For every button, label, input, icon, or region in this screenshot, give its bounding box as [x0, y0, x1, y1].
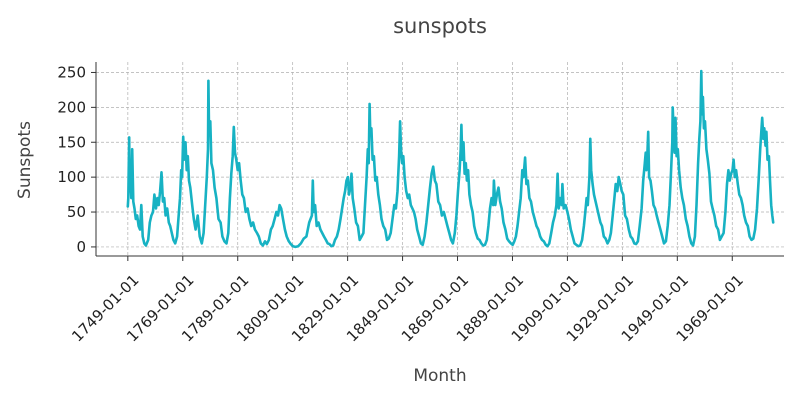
y-tick-label: 100 — [57, 168, 86, 186]
series-line-sunspots — [126, 69, 775, 249]
y-ticks: 0 50 100 150 200 250 — [57, 63, 96, 256]
series-area — [126, 69, 775, 249]
y-tick-label: 0 — [76, 238, 86, 256]
chart-title: sunspots — [393, 14, 487, 38]
axes — [95, 62, 784, 257]
x-ticks: 1749-01-011769-01-011789-01-011809-01-01… — [68, 256, 747, 345]
y-tick-label: 200 — [57, 98, 86, 116]
y-axis-label: Sunspots — [15, 121, 35, 199]
y-tick-label: 150 — [57, 133, 86, 151]
y-tick-label: 50 — [67, 203, 86, 221]
y-tick-label: 250 — [57, 63, 86, 81]
x-axis-label: Month — [413, 366, 466, 386]
